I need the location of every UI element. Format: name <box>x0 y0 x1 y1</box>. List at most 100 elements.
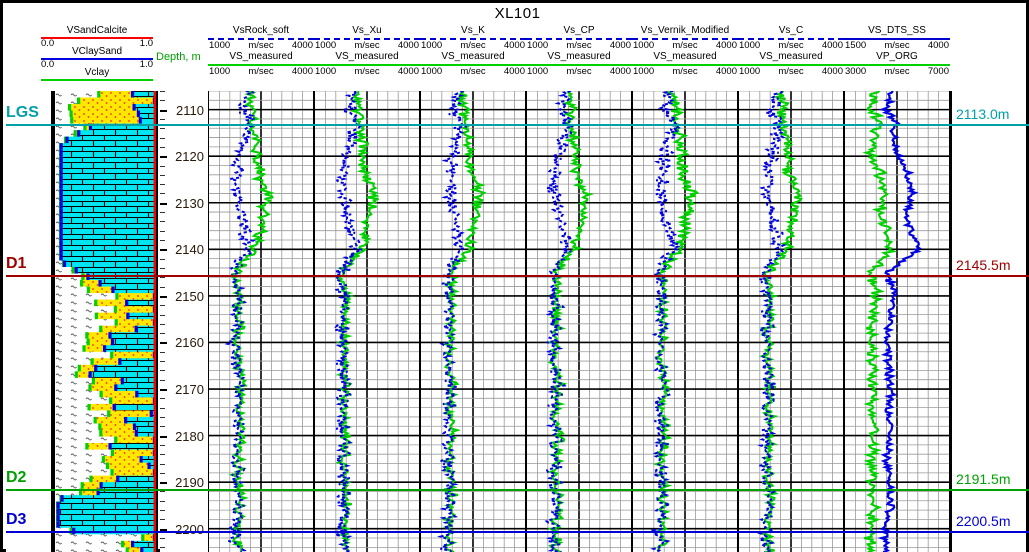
measured-scale: 1000 m/sec 4000 <box>208 66 314 77</box>
track-header-vs_k: Vs_K 1000 m/sec 4000 VS_measured 1000 m/sec 400… <box>420 25 526 91</box>
measured-curve-colorbar <box>208 64 314 66</box>
scale-min: 1000 <box>633 66 655 77</box>
scale-min: 1000 <box>739 40 761 51</box>
measured-curve-name: VP_ORG <box>876 51 918 62</box>
depth-tick <box>160 538 165 540</box>
scale-max: 4000 <box>503 40 525 51</box>
depth-label: 2130 <box>175 195 204 211</box>
measured-curve <box>546 91 595 552</box>
depth-tick <box>160 482 167 485</box>
model-curve-name: VsRock_soft <box>232 25 290 36</box>
track-header-vs_xu: Vs_Xu 1000 m/sec 4000 VS_measured 1000 m/sec 40… <box>314 25 420 91</box>
log-track-vs_dts_ss[interactable] <box>844 91 950 552</box>
depth-tick <box>160 426 165 428</box>
depth-tick <box>160 379 165 381</box>
scale-max: 7000 <box>927 66 949 77</box>
marker-label-lgs[interactable]: LGS <box>6 103 39 121</box>
depth-tick <box>160 407 165 409</box>
log-track-vsrock_soft[interactable] <box>208 91 314 552</box>
model-curve <box>332 91 363 552</box>
depth-header-label: Depth, m <box>156 51 201 63</box>
scale-unit: m/sec <box>248 40 274 51</box>
scale-unit: m/sec <box>672 40 698 51</box>
lithology-header: VSandCalcite 0.0 1.0 VClaySand 0.0 1.0 Vclay <box>41 25 153 88</box>
depth-tick <box>160 370 165 372</box>
log-track-vs_c[interactable] <box>738 91 844 552</box>
depth-tick <box>160 100 165 102</box>
scale-min: 1000 <box>633 40 655 51</box>
measured-scale: 1000 m/sec 4000 <box>738 66 844 77</box>
depth-label: 2120 <box>175 149 204 165</box>
marker-label-d1[interactable]: D1 <box>6 254 27 272</box>
model-curve-colorbar <box>526 38 632 40</box>
model-scale: 1000 m/sec 4000 <box>208 40 314 51</box>
lith-legend-colorbar <box>41 79 153 81</box>
scale-min: 1000 <box>527 66 549 77</box>
measured-curve <box>862 91 898 552</box>
marker-depth-d1: 2145.5m <box>956 256 1011 273</box>
scale-min: 1500 <box>845 40 867 51</box>
depth-tick <box>160 249 167 252</box>
scale-unit: m/sec <box>248 66 274 77</box>
depth-label: 2160 <box>175 335 204 351</box>
log-track-vs_cp[interactable] <box>526 91 632 552</box>
log-track-vs_k[interactable] <box>420 91 526 552</box>
depth-tick <box>160 202 167 205</box>
lith-legend-vclaysand: VClaySand 0.0 1.0 <box>41 46 153 70</box>
log-track-plot <box>633 91 737 552</box>
model-curve-colorbar <box>420 38 526 40</box>
depth-label: 2140 <box>175 242 204 258</box>
marker-label-d3[interactable]: D3 <box>6 511 27 529</box>
depth-tick <box>160 444 165 446</box>
model-curve <box>544 91 574 552</box>
depth-tick <box>160 109 167 112</box>
measured-curve-colorbar <box>420 64 526 66</box>
model-scale: 1000 m/sec 4000 <box>314 40 420 51</box>
model-scale: 1500 m/sec 4000 <box>844 40 950 51</box>
depth-tick <box>160 184 165 186</box>
marker-depth-lgs: 2113.0m <box>956 105 1010 122</box>
lithology-track[interactable] <box>53 91 158 552</box>
lith-legend-scale: 0.0 1.0 <box>41 39 153 49</box>
marker-line-d1[interactable] <box>6 274 1029 277</box>
scale-unit: m/sec <box>884 66 910 77</box>
scale-max: 4000 <box>821 40 843 51</box>
measured-curve-name: VS_measured <box>441 51 505 62</box>
depth-tick <box>160 333 165 335</box>
track-header-vs_cp: Vs_CP 1000 m/sec 4000 VS_measured 1000 m/sec 40… <box>526 25 632 91</box>
log-track-vs_vernik_modified[interactable] <box>632 91 738 552</box>
depth-tick <box>160 351 165 353</box>
depth-tick <box>160 221 165 223</box>
model-curve-colorbar <box>314 38 420 40</box>
scale-max: 4000 <box>609 40 631 51</box>
marker-line-d3[interactable] <box>6 531 1029 534</box>
scale-max: 4000 <box>715 66 737 77</box>
depth-tick <box>160 547 165 549</box>
measured-scale: 3000 m/sec 7000 <box>844 66 950 77</box>
measured-curve-name: VS_measured <box>759 51 823 62</box>
log-track-vs_xu[interactable] <box>314 91 420 552</box>
depth-tick <box>160 389 167 392</box>
marker-label-d2[interactable]: D2 <box>6 469 27 487</box>
model-scale: 1000 m/sec 4000 <box>526 40 632 51</box>
depth-label: 2170 <box>175 382 204 398</box>
depth-tick <box>160 240 165 241</box>
scale-min: 1000 <box>315 66 337 77</box>
marker-line-lgs[interactable] <box>6 123 1029 126</box>
depth-tick <box>160 416 165 418</box>
scale-max: 4000 <box>715 40 737 51</box>
measured-curve-name: VS_measured <box>229 51 293 62</box>
scale-unit: m/sec <box>566 40 592 51</box>
depth-label: 2180 <box>175 428 204 444</box>
marker-line-d2[interactable] <box>6 489 1029 492</box>
depth-tick <box>160 472 165 474</box>
scale-max: 4000 <box>609 66 631 77</box>
lith-legend-name: VSandCalcite <box>66 25 128 36</box>
scale-max: 4000 <box>291 66 313 77</box>
depth-tick <box>160 528 167 531</box>
depth-tick <box>160 463 165 465</box>
scale-min: 1000 <box>209 66 231 77</box>
marker-depth-d3: 2200.5m <box>956 513 1011 530</box>
track-header-vs_dts_ss: VS_DTS_SS 1500 m/sec 4000 VP_ORG 3000 m/sec 700… <box>844 25 950 91</box>
